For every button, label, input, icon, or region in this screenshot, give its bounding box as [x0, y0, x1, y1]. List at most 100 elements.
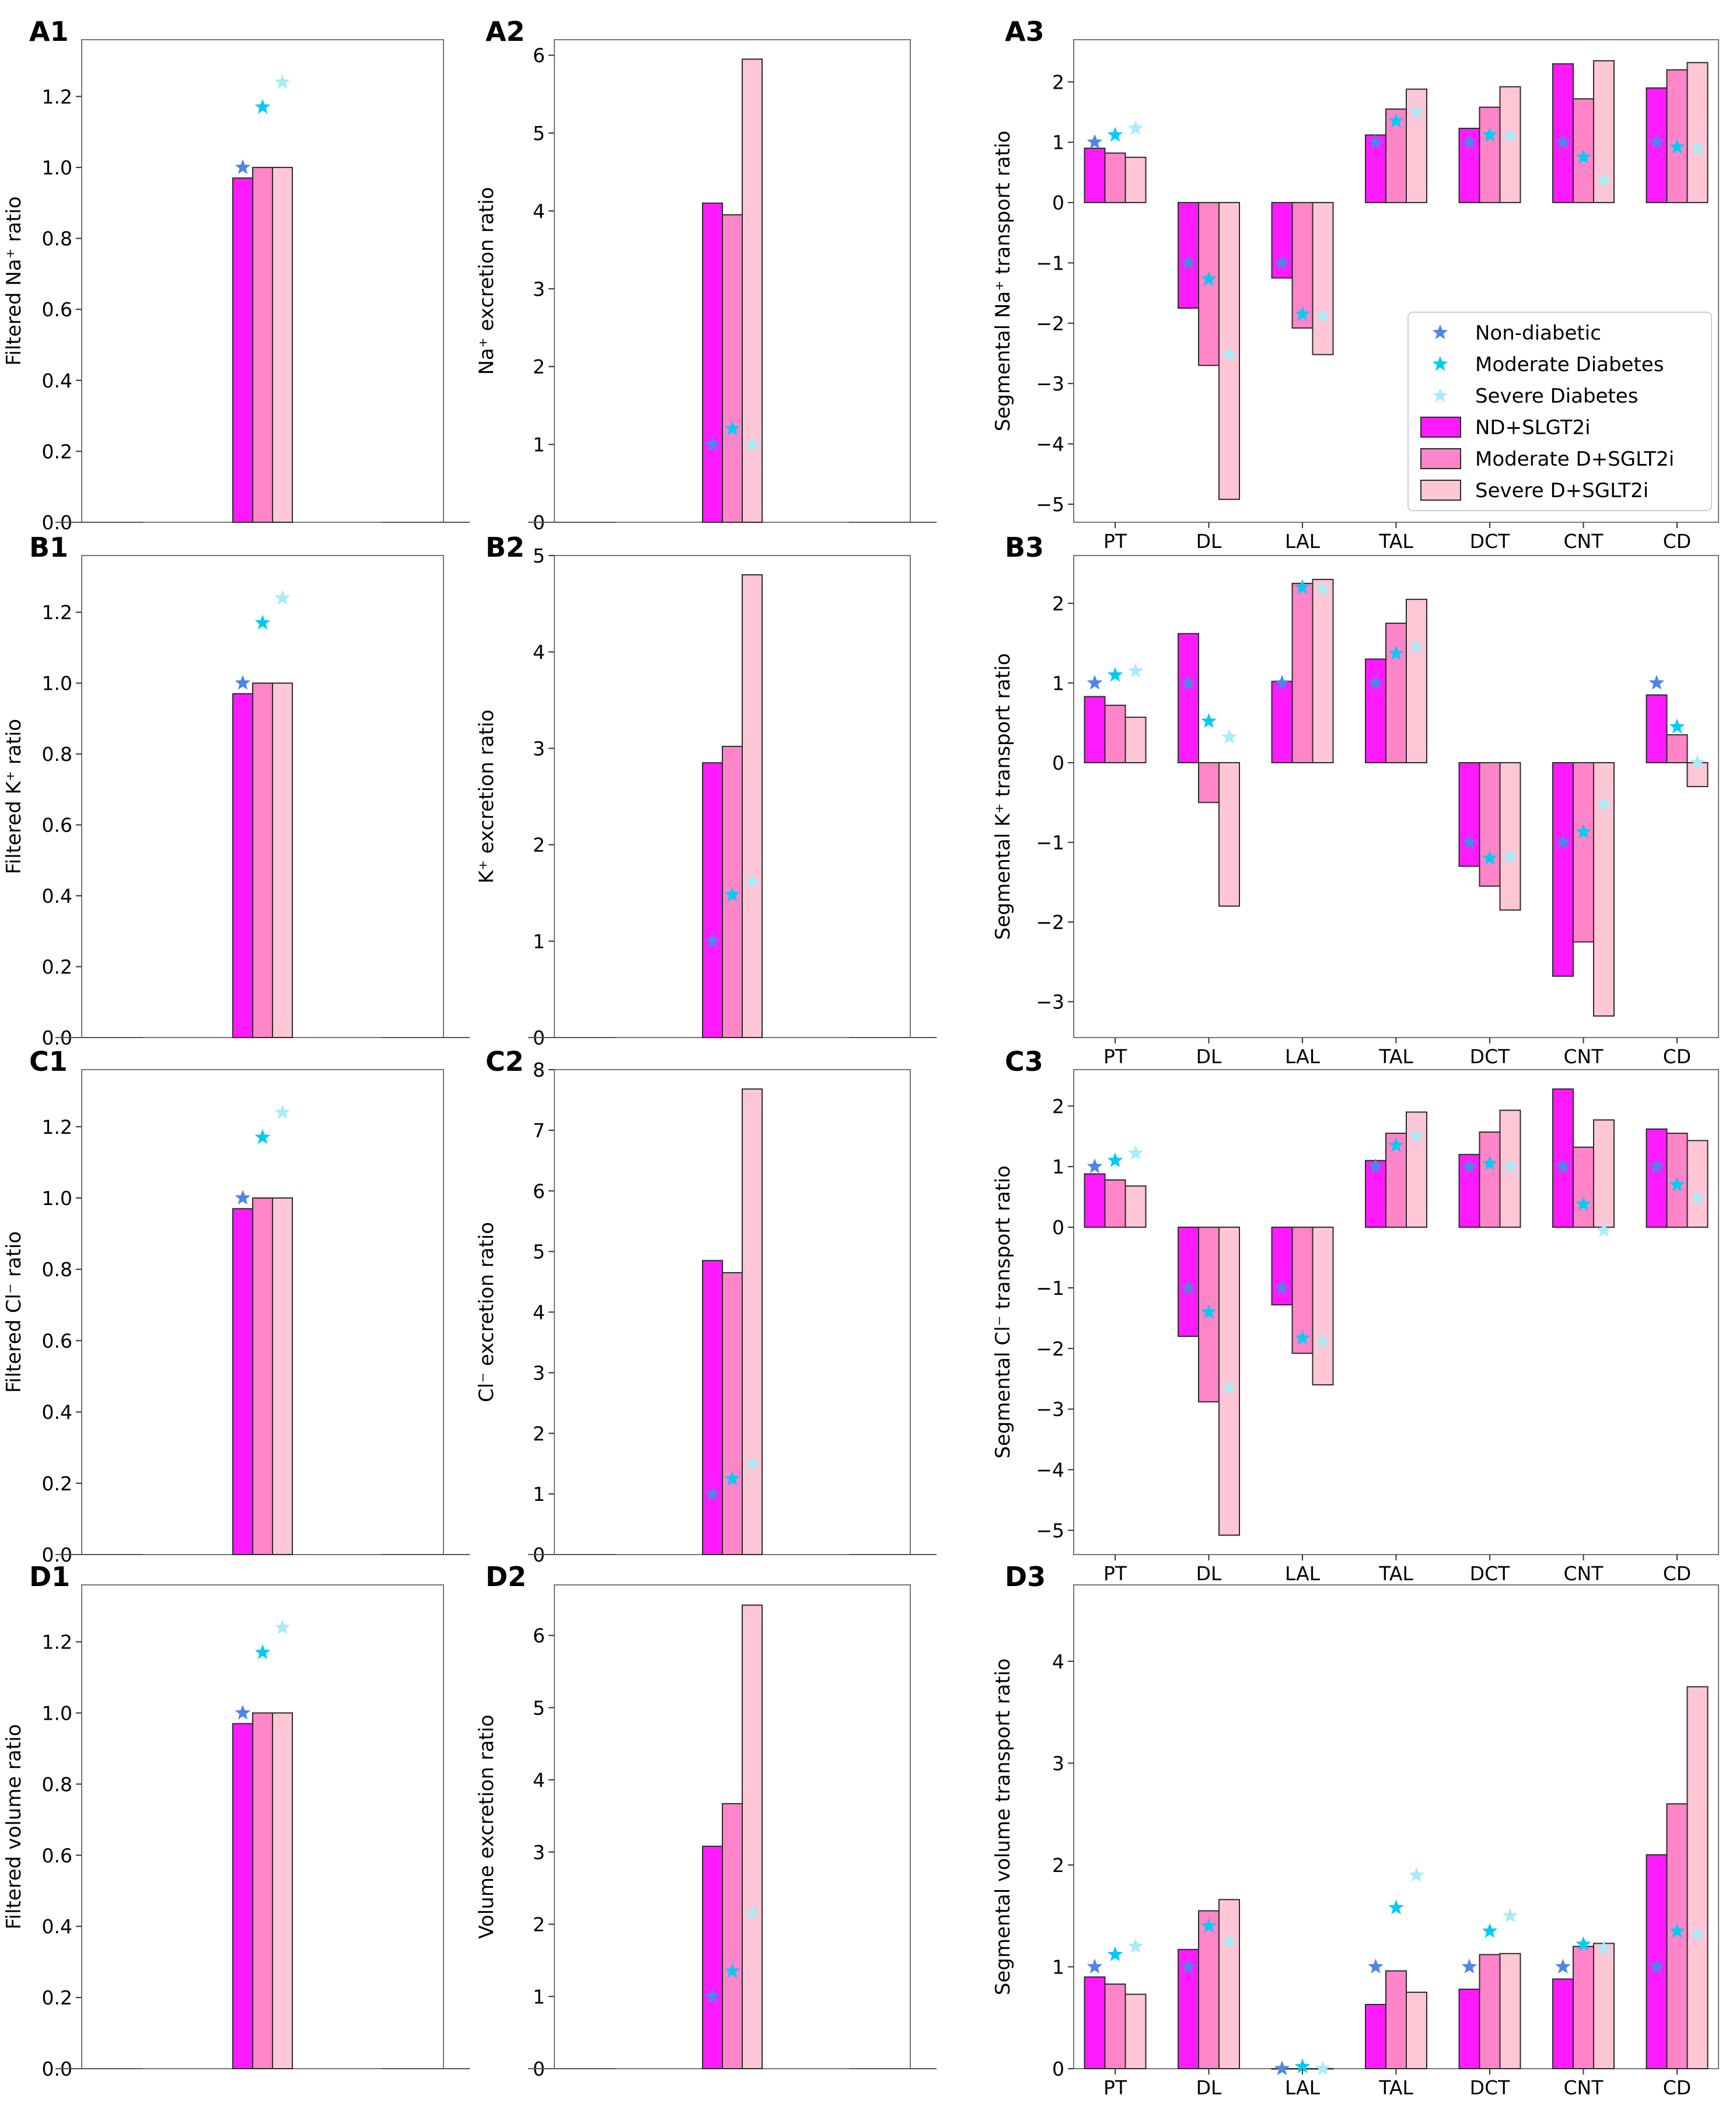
star-marker-nd [1648, 134, 1665, 149]
bar-nd [1084, 696, 1106, 763]
bar-nd [1552, 63, 1574, 204]
y-tick-label: 0.2 [42, 440, 72, 463]
y-tick-label: 2 [533, 1422, 545, 1445]
bar-mod [1385, 623, 1407, 763]
bar-sev [742, 574, 763, 1038]
y-axis-label: Filtered K⁺ ratio [2, 719, 26, 874]
bar-nd [1458, 1988, 1480, 2069]
y-tick-label: 4 [533, 200, 545, 222]
y-tick-label: −5 [1036, 1519, 1064, 1542]
bar-mod [252, 1197, 273, 1556]
y-tick-label: −3 [1036, 1398, 1064, 1421]
bar-nd [702, 1260, 723, 1556]
star-marker-nd [704, 932, 721, 948]
star-marker-nd [1648, 1958, 1665, 1974]
bar-mod [1572, 762, 1594, 943]
star-marker-mod [1201, 713, 1217, 728]
y-tick-label: 0.2 [42, 1986, 72, 2009]
star-marker-sev [1596, 171, 1612, 187]
x-tick-label: DL [1196, 530, 1222, 553]
star-marker-mod [1388, 1137, 1404, 1152]
bar-sev [1499, 86, 1521, 204]
bar-nd [232, 177, 253, 523]
star-marker-sev [1315, 1333, 1331, 1348]
star-marker-mod [1482, 127, 1498, 142]
star-marker-mod [1107, 127, 1123, 142]
star-marker-sev [1409, 1867, 1424, 1882]
star-marker-nd [1368, 1158, 1384, 1174]
panel-label: D2 [485, 1561, 526, 1592]
panel-label: D3 [1005, 1561, 1046, 1592]
bar-mod [1385, 108, 1407, 204]
star-marker-sev [1689, 755, 1706, 770]
bar-sev [1686, 762, 1709, 787]
star-marker-mod [254, 1644, 271, 1660]
panel-label: A1 [29, 16, 69, 47]
bar-mod [1666, 1803, 1688, 2070]
star-marker-mod [1482, 1923, 1498, 1938]
star-marker-sev [744, 436, 760, 451]
legend-star-mod [1432, 356, 1448, 371]
y-tick-label: 0.2 [42, 956, 72, 979]
star-marker-mod [254, 99, 271, 114]
y-tick-label: 1 [533, 1985, 545, 2008]
bar-mod [1385, 1133, 1407, 1228]
star-marker-sev [1127, 1145, 1144, 1160]
y-tick-label: 5 [533, 122, 545, 145]
bar-nd [1178, 633, 1200, 763]
x-tick-label: LAL [1285, 1045, 1321, 1068]
legend: Non-diabetic Moderate Diabetes Severe Diab… [1407, 312, 1712, 511]
bar-sev [1218, 202, 1241, 500]
legend-swatch-nd [1420, 417, 1461, 438]
bar-sev [1406, 1992, 1427, 2069]
y-tick-label: 0.8 [42, 743, 72, 766]
y-tick-label: 1 [533, 1483, 545, 1506]
y-tick-label: 2 [1052, 1854, 1064, 1877]
panel-label: A3 [1005, 16, 1045, 47]
bar-mod [1479, 1131, 1501, 1228]
y-tick-label: −1 [1036, 832, 1064, 854]
y-axis-label: Segmental K⁺ transport ratio [991, 653, 1015, 940]
bar-nd [1271, 202, 1293, 279]
star-marker-sev [1689, 140, 1706, 155]
y-tick-label: 0.4 [42, 369, 72, 392]
star-marker-mod [724, 420, 740, 436]
star-marker-mod [1482, 1155, 1498, 1171]
panel-label: D1 [29, 1561, 70, 1592]
star-marker-sev [1315, 308, 1331, 323]
y-tick-label: 6 [533, 1180, 545, 1203]
star-marker-mod [1669, 1923, 1685, 1938]
x-tick-label: PT [1103, 530, 1127, 553]
star-marker-nd [235, 1190, 251, 1205]
star-marker-sev [1689, 1190, 1706, 1205]
bar-sev [272, 682, 293, 1039]
star-marker-nd [1368, 1958, 1384, 1974]
bar-sev [1499, 1109, 1521, 1228]
x-tick-label: DCT [1470, 530, 1510, 553]
bar-sev [272, 1712, 293, 2069]
y-tick-label: 1.2 [42, 85, 72, 108]
y-tick-label: 3 [1052, 1752, 1064, 1775]
bar-sev [1499, 762, 1521, 911]
legend-label: ND+SLGT2i [1475, 416, 1591, 439]
star-marker-nd [235, 159, 251, 174]
y-axis-label: Segmental Na⁺ transport ratio [991, 131, 1015, 431]
y-tick-label: 0.8 [42, 1258, 72, 1281]
panel-label: C3 [1005, 1046, 1043, 1077]
bar-sev [742, 1088, 763, 1555]
bar-nd [1552, 1088, 1574, 1228]
y-tick-label: 1 [533, 434, 545, 456]
y-axis-label: Segmental volume transport ratio [991, 1658, 1015, 1995]
star-marker-mod [1201, 1918, 1217, 1933]
bar-sev [1686, 1686, 1709, 2070]
y-tick-label: 0.6 [42, 298, 72, 321]
star-marker-mod [1388, 1899, 1404, 1915]
y-tick-label: 3 [533, 278, 545, 301]
x-tick-label: TAL [1378, 1045, 1413, 1068]
y-tick-label: 3 [533, 1841, 545, 1864]
x-tick-label: CD [1663, 530, 1691, 553]
legend-label: Moderate D+SGLT2i [1475, 448, 1674, 471]
